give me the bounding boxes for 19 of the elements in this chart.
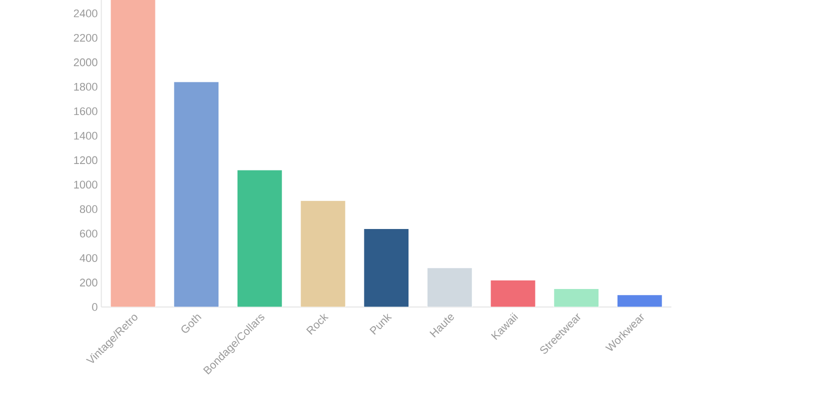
- y-tick-label: 1200: [74, 156, 98, 164]
- bar: [426, 268, 472, 308]
- y-tick-label: 2200: [74, 34, 98, 42]
- y-tick-label: 600: [80, 230, 98, 238]
- y-tick-label: 400: [80, 254, 98, 262]
- y-tick-label: 1600: [74, 107, 98, 116]
- y-tick-label: 1000: [74, 180, 98, 189]
- x-tick-label: Goth: [181, 314, 202, 333]
- y-tick-label: 1800: [74, 82, 98, 91]
- bar: [616, 294, 662, 308]
- y-tick-label: 2000: [74, 58, 98, 66]
- y-tick-label: 200: [80, 278, 98, 286]
- bar: [554, 288, 600, 308]
- y-tick-label: 2400: [74, 9, 98, 18]
- bar: [364, 228, 410, 308]
- y-tick-label: 1400: [74, 132, 98, 140]
- bar: [300, 200, 346, 308]
- y-tick-label: 800: [80, 205, 98, 214]
- y-tick-label: 0: [92, 303, 98, 311]
